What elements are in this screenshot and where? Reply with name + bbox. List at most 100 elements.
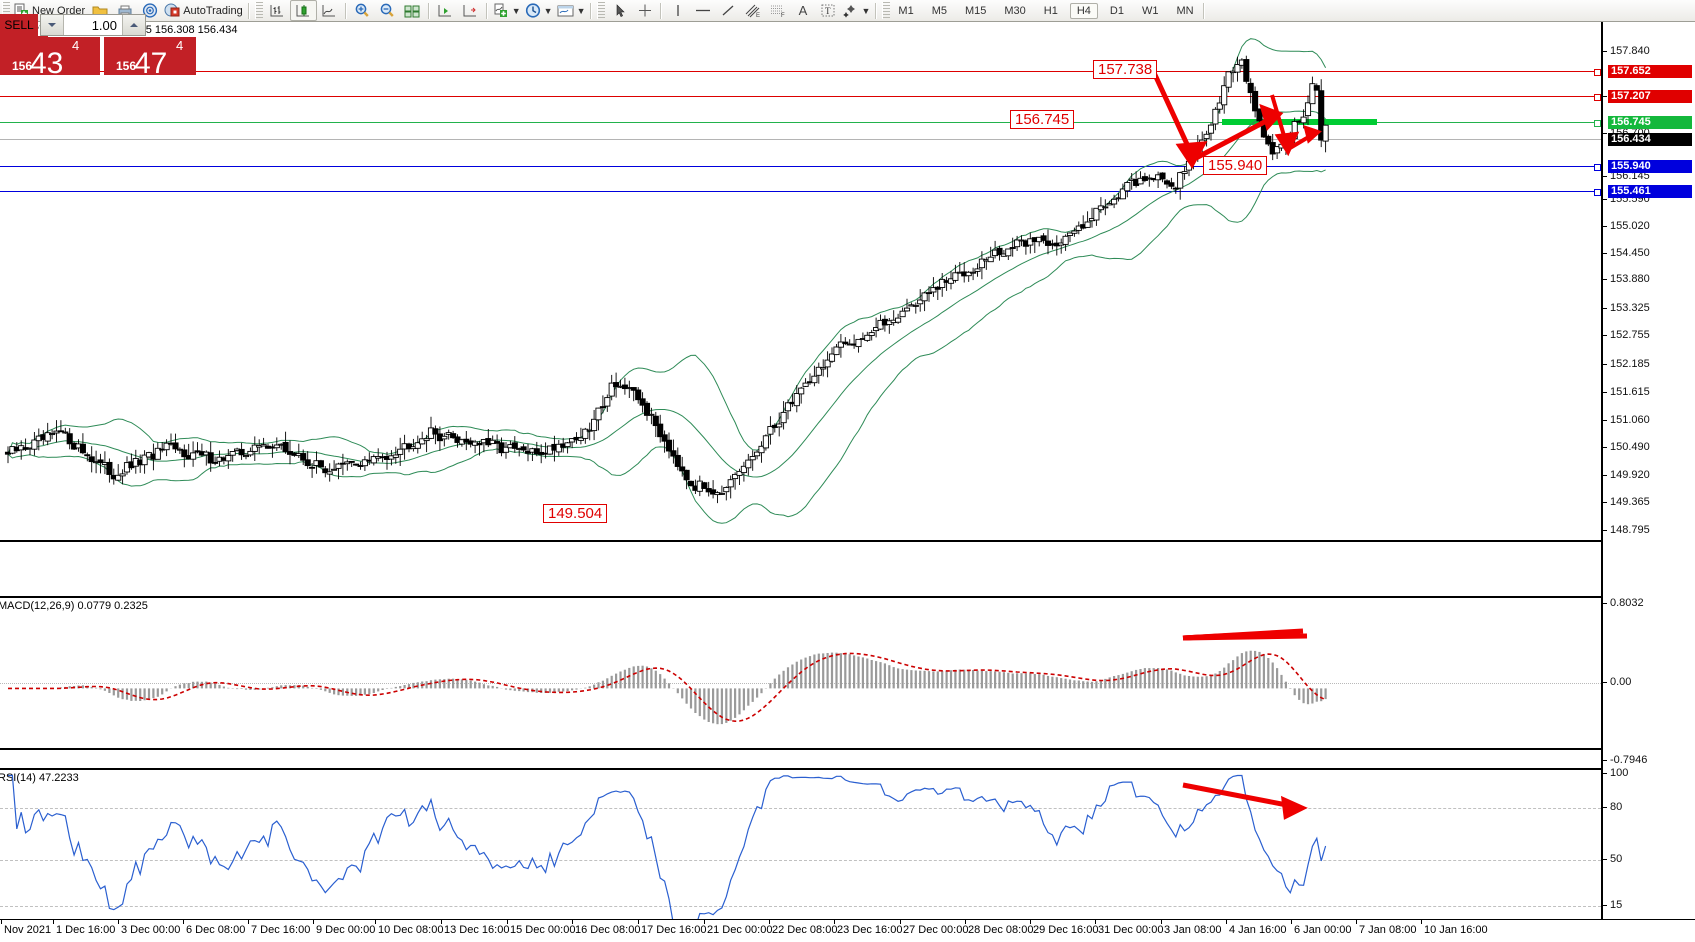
blue-level-line-1-handle[interactable]: [1594, 164, 1601, 171]
zoom-out-button[interactable]: [375, 1, 400, 20]
crosshair-icon: [638, 4, 651, 17]
buy-price-display[interactable]: 156 47 4: [104, 37, 196, 79]
line-chart-button[interactable]: [317, 1, 342, 20]
price-scale[interactable]: 157.840157.270156.700156.145155.590155.0…: [1601, 22, 1695, 919]
pane-separator-macd-top: [0, 596, 1601, 598]
date-tick: [313, 920, 314, 924]
resistance-line-1[interactable]: [0, 71, 1601, 72]
date-tick: [53, 920, 54, 924]
objects-button[interactable]: ▼: [840, 1, 872, 20]
hline-button[interactable]: [690, 1, 715, 20]
support-callout[interactable]: 155.940: [1203, 156, 1268, 175]
blue-level-line-1[interactable]: [0, 166, 1601, 167]
resistance-line-1-handle[interactable]: [1594, 69, 1601, 76]
timeframe-mn[interactable]: MN: [1176, 4, 1194, 17]
swing-low-callout[interactable]: 149.504: [543, 504, 608, 523]
templates-button[interactable]: ▼: [555, 1, 588, 20]
chart-shift-button[interactable]: [458, 1, 483, 20]
price-tag-red-level[interactable]: 157.207: [1608, 90, 1692, 103]
volume-decrease-button[interactable]: [41, 15, 64, 35]
date-label: 28 Dec 08:00: [968, 924, 1034, 936]
bar-chart-button[interactable]: [265, 1, 290, 20]
resistance-line-2-handle[interactable]: [1594, 94, 1601, 101]
periods-button[interactable]: ▼: [523, 1, 555, 20]
price-tag-green-level[interactable]: 156.745: [1608, 116, 1692, 129]
date-label: 21 Dec 00:00: [707, 924, 773, 936]
volume-input[interactable]: 1.00: [91, 17, 117, 33]
sell-price-display[interactable]: 156 43 4: [0, 37, 100, 79]
trendline-icon: [722, 5, 734, 16]
toolbar-grip-2[interactable]: [254, 2, 263, 19]
auto-scroll-button[interactable]: [433, 1, 458, 20]
volume-increase-button[interactable]: [122, 15, 145, 35]
crosshair-button[interactable]: [632, 1, 657, 20]
date-tick: [769, 920, 770, 924]
date-axis[interactable]: Nov 2021 1 Dec 16:00 3 Dec 00:00 6 Dec 08:0…: [0, 919, 1695, 942]
toolbar-grip[interactable]: [2, 2, 10, 19]
trendline-button[interactable]: [715, 1, 740, 20]
tile-windows-button[interactable]: [400, 1, 425, 20]
candle-chart-icon: [296, 5, 310, 17]
date-tick: [965, 920, 966, 924]
buy-price-main: 47: [134, 47, 168, 80]
auto-scroll-icon: [438, 5, 452, 17]
date-label: 27 Dec 00:00: [903, 924, 969, 936]
indicators-button[interactable]: ▼: [491, 1, 523, 20]
toolbar-separator-7: [875, 2, 878, 19]
support-line-green-handle[interactable]: [1594, 120, 1601, 127]
sell-button[interactable]: SELL: [0, 14, 38, 36]
toolbar-grip-3[interactable]: [597, 2, 606, 19]
sell-price-fraction: 4: [72, 38, 80, 53]
equidistant-channel-button[interactable]: E: [740, 1, 765, 20]
chevron-up-icon: [130, 23, 138, 27]
price-tag-current-price[interactable]: 156.434: [1608, 133, 1692, 146]
toolbar-separator-5: [590, 2, 593, 19]
timeframe-w1[interactable]: W1: [1141, 4, 1159, 17]
zoom-in-button[interactable]: [350, 1, 375, 20]
timeframe-m5[interactable]: M5: [931, 4, 947, 17]
blue-level-line-2[interactable]: [0, 191, 1601, 192]
rsi-indicator-label: RSI(14) 47.2233: [0, 772, 79, 784]
autotrading-button[interactable]: AutoTrading: [162, 1, 245, 20]
timeframe-d1[interactable]: D1: [1109, 4, 1124, 17]
timeframe-h1[interactable]: H1: [1043, 4, 1058, 17]
buy-price-prefix: 156: [116, 59, 137, 73]
fibonacci-button[interactable]: F: [765, 1, 790, 20]
candle-chart-button[interactable]: [289, 0, 317, 21]
one-click-trading-panel[interactable]: SELL 1.00 BUY 156 43 4 156 47 4: [0, 14, 196, 92]
price-tag-red-level[interactable]: 157.652: [1608, 65, 1692, 78]
swing-high-callout[interactable]: 157.738: [1093, 60, 1158, 79]
price-tag-blue-level[interactable]: 155.461: [1608, 185, 1692, 198]
svg-text:E: E: [756, 13, 760, 18]
blue-level-line-2-handle[interactable]: [1594, 189, 1601, 196]
timeframe-h4[interactable]: H4: [1069, 2, 1098, 19]
vline-button[interactable]: [665, 1, 690, 20]
resistance-callout[interactable]: 156.745: [1010, 110, 1075, 129]
rsi-level-50: [0, 860, 1601, 861]
vline-icon: [677, 5, 679, 16]
timeframe-m15[interactable]: M15: [964, 4, 987, 17]
chart-area[interactable]: GBPJPY-,H4 156.343 156.485 156.308 156.4…: [0, 22, 1695, 919]
date-label: 6 Jan 00:00: [1294, 924, 1352, 936]
price-tag-blue-level[interactable]: 155.940: [1608, 160, 1692, 173]
timeframe-m1[interactable]: M1: [898, 4, 914, 17]
text-label-button[interactable]: T: [815, 1, 840, 20]
buy-price-fraction: 4: [176, 38, 184, 53]
toolbar-grip-4[interactable]: [882, 2, 891, 19]
timeframe-m30[interactable]: M30: [1004, 4, 1026, 17]
cursor-button[interactable]: [607, 1, 632, 20]
text-button[interactable]: A: [790, 1, 815, 20]
pane-separator-rsi: [0, 768, 1601, 770]
signals-icon: [142, 3, 157, 18]
date-tick: [1291, 920, 1292, 924]
support-line-green[interactable]: [0, 122, 1601, 123]
chart-plot[interactable]: GBPJPY-,H4 156.343 156.485 156.308 156.4…: [0, 22, 1601, 919]
resistance-line-2[interactable]: [0, 96, 1601, 97]
date-label: 31 Dec 00:00: [1098, 924, 1164, 936]
date-tick: [834, 920, 835, 924]
signals-button[interactable]: [137, 1, 162, 20]
volume-stepper[interactable]: 1.00: [40, 14, 146, 36]
date-label: 29 Dec 16:00: [1033, 924, 1099, 936]
macd-indicator-label: MACD(12,26,9) 0.0779 0.2325: [0, 600, 148, 612]
text-label-icon: T: [821, 4, 835, 17]
